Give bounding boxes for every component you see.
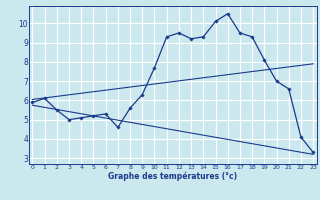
X-axis label: Graphe des températures (°c): Graphe des températures (°c) <box>108 171 237 181</box>
